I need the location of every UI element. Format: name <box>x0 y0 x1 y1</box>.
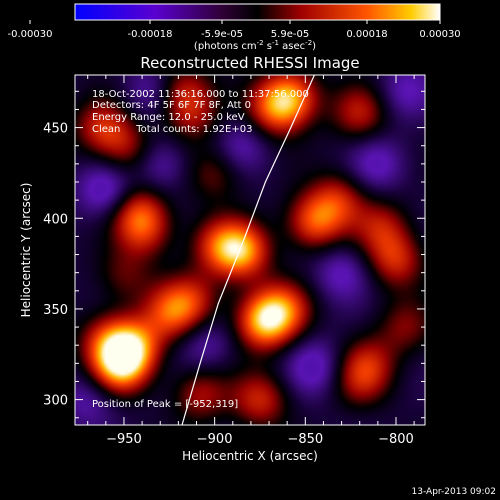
colorbar-tick-label: 5.9e-05 <box>271 29 309 40</box>
colorbar-units: (photons cm-2 s-1 asec-2) <box>194 39 316 52</box>
colorbar-tick-label: -5.9e-05 <box>201 29 243 40</box>
y-axis-label: Heliocentric Y (arcsec) <box>19 183 33 318</box>
y-tick-label: 400 <box>43 212 68 227</box>
y-tick-label: 450 <box>43 122 68 137</box>
colorbar-tick-label: 0.00018 <box>346 29 387 40</box>
x-tick-label: −900 <box>197 432 233 447</box>
heatmap-image <box>75 75 425 425</box>
y-tick-label: 350 <box>43 303 68 318</box>
colorbar-tick-label: 0.00030 <box>419 29 460 40</box>
colorbar-ticks <box>29 20 441 24</box>
x-tick-label: −800 <box>378 432 414 447</box>
x-axis-label: Heliocentric X (arcsec) <box>182 449 318 463</box>
annotation-counts: Clean Total counts: 1.92E+03 <box>92 124 252 135</box>
y-tick-label: 300 <box>43 394 68 409</box>
axis-ticks <box>75 75 425 425</box>
annotation-peak-position: Position of Peak = [-952,319] <box>92 399 238 410</box>
timestamp: 13-Apr-2013 09:02 <box>412 487 496 497</box>
annotation-energy: Energy Range: 12.0 - 25.0 keV <box>92 112 245 123</box>
colorbar-tick-label: -0.00030 <box>8 29 53 40</box>
plot-frame <box>74 74 426 426</box>
x-tick-label: −850 <box>287 432 323 447</box>
annotation-detectors: Detectors: 4F 5F 6F 7F 8F, Att 0 <box>92 100 251 111</box>
x-tick-label: −950 <box>106 432 142 447</box>
solar-limb-line <box>181 75 315 425</box>
chart-title: Reconstructed RHESSI Image <box>140 54 359 72</box>
colorbar <box>74 3 441 21</box>
colorbar-tick-label: -0.00018 <box>128 29 173 40</box>
annotation-time-range: 18-Oct-2002 11:36:16.000 to 11:37:56.000 <box>92 89 309 100</box>
